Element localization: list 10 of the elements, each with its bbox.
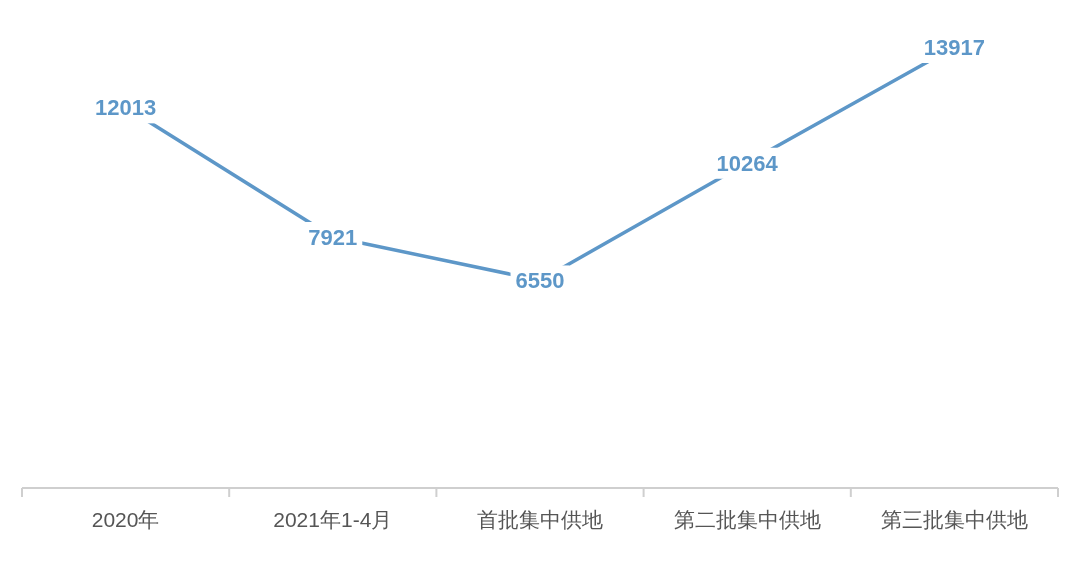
data-label: 10264 — [716, 150, 778, 176]
data-label: 6550 — [515, 268, 565, 294]
x-tick-label: 2021年1-4月 — [273, 508, 393, 531]
x-tick-label: 第三批集中供地 — [880, 508, 1028, 531]
x-tick-label: 首批集中供地 — [477, 508, 603, 531]
data-label: 13917 — [923, 35, 985, 60]
data-label: 7921 — [308, 225, 358, 250]
x-tick-label: 2020年 — [91, 508, 160, 531]
data-label: 12013 — [95, 95, 157, 121]
x-tick-label: 第二批集中供地 — [673, 508, 821, 531]
